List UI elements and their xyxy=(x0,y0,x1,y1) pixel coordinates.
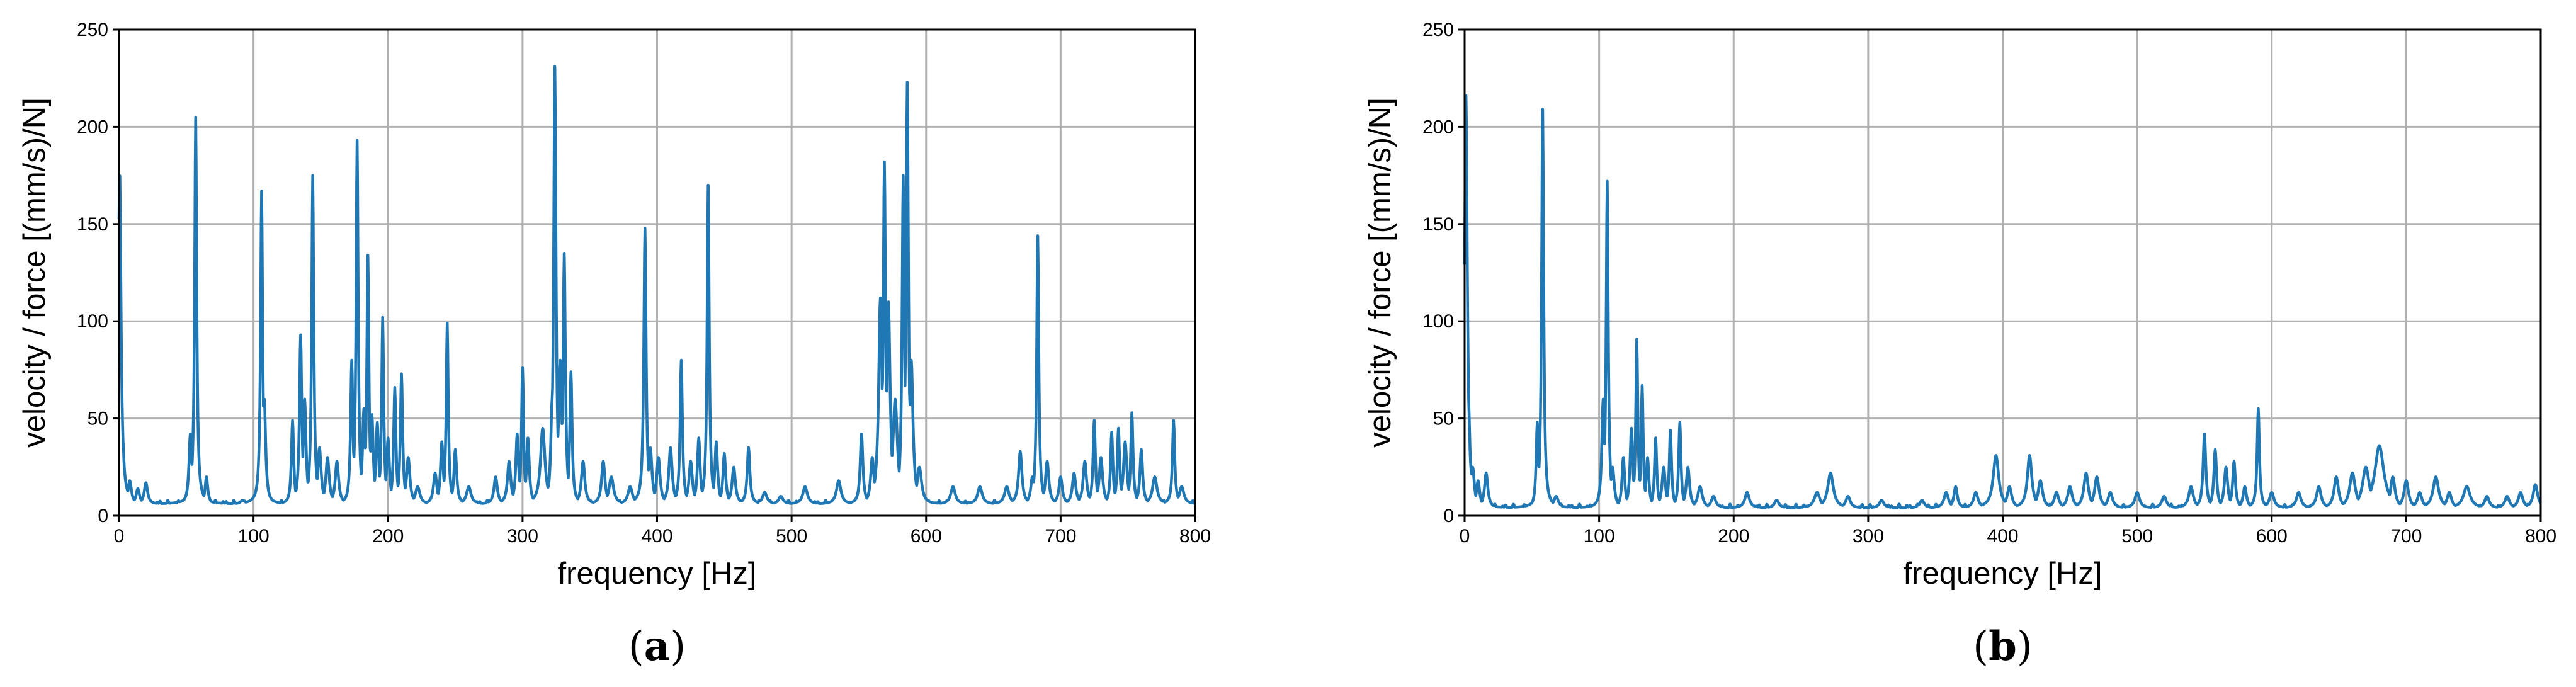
x-tick-label: 200 xyxy=(1718,526,1749,547)
chart-panel-a: 0 100 200 300 400 500 600 700 800 0 50 100 150 200 250… xyxy=(18,20,1211,670)
x-tick-label: 500 xyxy=(776,526,807,547)
caption-close-paren: ) xyxy=(670,623,686,670)
y-tick-label: 50 xyxy=(88,409,108,429)
x-tick-label: 400 xyxy=(1987,526,2018,547)
caption-open-paren: ( xyxy=(628,623,644,670)
y-tick-label: 100 xyxy=(77,311,108,332)
y-axis-label: velocity / force [(mm/s)/N] xyxy=(18,98,52,447)
x-tick-label: 100 xyxy=(238,526,270,547)
y-tick-label: 250 xyxy=(1422,20,1454,40)
panel-caption: (b) xyxy=(1973,623,2033,670)
caption-letter: a xyxy=(644,623,670,670)
chart-panel-b: 0 100 200 300 400 500 600 700 800 0 50 100 150 200 250… xyxy=(1363,20,2556,670)
x-axis-label: frequency [Hz] xyxy=(1904,557,2102,591)
x-tick-label: 600 xyxy=(911,526,942,547)
x-tick-label: 300 xyxy=(1853,526,1884,547)
y-tick-label: 150 xyxy=(77,214,108,235)
x-tick-label: 800 xyxy=(1179,526,1211,547)
y-tick-label: 50 xyxy=(1433,409,1454,429)
x-tick-label: 700 xyxy=(2390,526,2422,547)
x-tick-label: 700 xyxy=(1045,526,1076,547)
y-tick-label: 150 xyxy=(1422,214,1454,235)
x-tick-label: 600 xyxy=(2256,526,2288,547)
x-tick-label: 100 xyxy=(1584,526,1615,547)
series-line xyxy=(1463,94,2542,509)
x-tick-label: 300 xyxy=(507,526,538,547)
y-tick-label: 200 xyxy=(77,116,108,137)
y-tick-label: 0 xyxy=(98,506,108,526)
y-tick-label: 100 xyxy=(1422,311,1454,332)
x-tick-label: 400 xyxy=(641,526,672,547)
x-tick-label: 0 xyxy=(1460,526,1470,547)
y-tick-label: 0 xyxy=(1443,506,1454,526)
series-line xyxy=(117,65,1196,505)
y-tick-label: 200 xyxy=(1422,116,1454,137)
x-tick-label: 200 xyxy=(372,526,404,547)
caption-close-paren: ) xyxy=(2017,623,2033,670)
caption-letter: b xyxy=(1989,623,2017,670)
caption-open-paren: ( xyxy=(1973,623,1989,670)
x-tick-label: 0 xyxy=(114,526,125,547)
y-axis-label: velocity / force [(mm/s)/N] xyxy=(1363,98,1397,447)
x-tick-label: 500 xyxy=(2121,526,2153,547)
x-tick-label: 800 xyxy=(2525,526,2556,547)
y-tick-label: 250 xyxy=(77,20,108,40)
panel-caption: (a) xyxy=(628,623,686,670)
x-axis-label: frequency [Hz] xyxy=(558,557,757,591)
